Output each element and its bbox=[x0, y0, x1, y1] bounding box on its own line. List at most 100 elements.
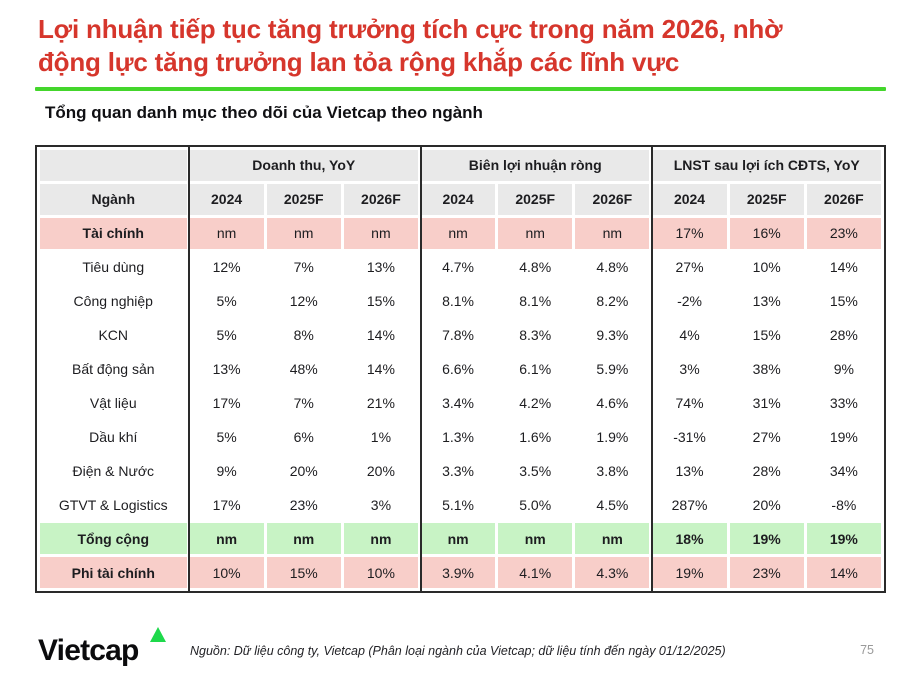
value-cell: nm bbox=[266, 523, 341, 555]
value-cell: 8.3% bbox=[519, 327, 552, 344]
value-cell: 14% bbox=[829, 259, 858, 276]
table-row: Tổng cộng nm nm nm nm nm nm 18% 19% 19% bbox=[40, 523, 881, 555]
value-cell: nm bbox=[420, 217, 496, 249]
value-cell: 13% bbox=[366, 259, 395, 276]
value-cell: 13% bbox=[212, 360, 241, 377]
value-cell: 12% bbox=[212, 259, 241, 276]
value-cell: 19% bbox=[652, 557, 727, 588]
value-cell: 20% bbox=[289, 462, 318, 479]
value-cell: 4.5% bbox=[596, 496, 629, 513]
value-cell: 8% bbox=[293, 327, 314, 344]
value-cell: 7% bbox=[293, 259, 314, 276]
value-cell: 19% bbox=[806, 523, 881, 555]
page-title: Lợi nhuận tiếp tục tăng trưởng tích cực … bbox=[38, 13, 903, 79]
value-cell: 4.8% bbox=[519, 259, 552, 276]
value-cell: 1.9% bbox=[596, 428, 629, 445]
value-cell: 1.3% bbox=[442, 428, 475, 445]
value-cell: 4.2% bbox=[519, 394, 552, 411]
column-group-divider bbox=[651, 147, 654, 591]
value-cell: 17% bbox=[652, 217, 727, 249]
value-cell: 23% bbox=[289, 496, 318, 513]
value-cell: 13% bbox=[752, 293, 781, 310]
table-row: Tài chính nm nm nm nm nm nm 17% 16% 23% bbox=[40, 217, 881, 249]
value-cell: 13% bbox=[675, 462, 704, 479]
value-cell: 5.0% bbox=[519, 496, 552, 513]
value-cell: 14% bbox=[806, 557, 881, 588]
table-row: Tiêu dùng 12% 7% 13% 4.7% 4.8% 4.8% 27% 10% 14% bbox=[40, 252, 881, 283]
page-number: 75 bbox=[860, 643, 874, 657]
value-cell: -31% bbox=[673, 428, 706, 445]
row-label: Tổng cộng bbox=[40, 523, 187, 555]
value-cell: 10% bbox=[189, 557, 264, 588]
value-cell: 10% bbox=[343, 557, 418, 588]
year-header-cell: 2026F bbox=[343, 183, 418, 215]
value-cell: 5.1% bbox=[442, 496, 475, 513]
value-cell: 5% bbox=[216, 293, 237, 310]
vietcap-logo-triangle-icon bbox=[150, 627, 166, 642]
value-cell: 3.8% bbox=[596, 462, 629, 479]
value-cell: 12% bbox=[289, 293, 318, 310]
row-label: Công nghiệp bbox=[73, 293, 153, 310]
sector-overview-table: Doanh thu, YoY Biên lợi nhuận ròng LNST sa… bbox=[35, 145, 886, 593]
year-header-cell: 2026F bbox=[806, 183, 881, 215]
value-cell: 8.1% bbox=[519, 293, 552, 310]
value-cell: 3% bbox=[370, 496, 392, 513]
value-cell: nm bbox=[498, 217, 573, 249]
value-cell: 27% bbox=[675, 259, 704, 276]
value-cell: 5% bbox=[216, 327, 237, 344]
value-cell: 3.4% bbox=[442, 394, 475, 411]
table-row: Phi tài chính 10% 15% 10% 3.9% 4.1% 4.3% 19% 23%… bbox=[40, 557, 881, 588]
value-cell: 5% bbox=[216, 428, 237, 445]
title-underline-accent bbox=[35, 87, 886, 91]
value-cell: 5.9% bbox=[596, 360, 629, 377]
table-row: Công nghiệp 5% 12% 15% 8.1% 8.1% 8.2% -2% 13% 15% bbox=[40, 286, 881, 317]
data-table: Doanh thu, YoY Biên lợi nhuận ròng LNST sa… bbox=[37, 147, 884, 591]
value-cell: 8.1% bbox=[442, 293, 475, 310]
value-cell: 14% bbox=[366, 327, 395, 344]
year-header-cell: 2024 bbox=[420, 183, 496, 215]
column-group-divider bbox=[419, 147, 422, 591]
value-cell: 4.7% bbox=[442, 259, 475, 276]
value-cell: -2% bbox=[677, 293, 702, 310]
row-label: Điện & Nước bbox=[72, 462, 155, 479]
value-cell: 15% bbox=[366, 293, 395, 310]
value-cell: 17% bbox=[212, 496, 241, 513]
value-cell: 14% bbox=[366, 360, 395, 377]
value-cell: 6.6% bbox=[442, 360, 475, 377]
value-cell: -8% bbox=[831, 496, 857, 513]
year-header-cell: 2025F bbox=[729, 183, 804, 215]
value-cell: 15% bbox=[266, 557, 341, 588]
year-header-cell: 2024 bbox=[189, 183, 264, 215]
value-cell: 27% bbox=[752, 428, 781, 445]
value-cell: 74% bbox=[675, 394, 704, 411]
value-cell: 7.8% bbox=[442, 327, 475, 344]
value-cell: 4.1% bbox=[498, 557, 573, 588]
value-cell: 9.3% bbox=[596, 327, 629, 344]
value-cell: 3% bbox=[679, 360, 700, 377]
value-cell: 28% bbox=[829, 327, 858, 344]
value-cell: nm bbox=[343, 217, 418, 249]
value-cell: 19% bbox=[829, 428, 858, 445]
value-cell: 33% bbox=[829, 394, 858, 411]
table-group-header-row: Doanh thu, YoY Biên lợi nhuận ròng LNST sa… bbox=[40, 150, 881, 181]
value-cell: 23% bbox=[729, 557, 804, 588]
row-label: GTVT & Logistics bbox=[58, 496, 168, 513]
value-cell: nm bbox=[343, 523, 418, 555]
row-label: Bất động sản bbox=[72, 360, 155, 377]
value-cell: 20% bbox=[752, 496, 781, 513]
value-cell: 18% bbox=[652, 523, 727, 555]
value-cell: 48% bbox=[289, 360, 318, 377]
table-row: Điện & Nước 9% 20% 20% 3.3% 3.5% 3.8% 13% 28% 34% bbox=[40, 455, 881, 486]
row-label: Dầu khí bbox=[89, 428, 138, 445]
value-cell: 4.6% bbox=[596, 394, 629, 411]
table-row: Dầu khí 5% 6% 1% 1.3% 1.6% 1.9% -31% 27% 19% bbox=[40, 421, 881, 452]
value-cell: 9% bbox=[216, 462, 237, 479]
value-cell: nm bbox=[266, 217, 341, 249]
table-year-header-row: Ngành 2024 2025F 2026F 2024 2025F 2026F 2024 202… bbox=[40, 183, 881, 215]
value-cell: 38% bbox=[752, 360, 781, 377]
row-header-label: Ngành bbox=[40, 183, 187, 215]
group-header-cell: Biên lợi nhuận ròng bbox=[420, 150, 650, 181]
value-cell: 10% bbox=[752, 259, 781, 276]
value-cell: 16% bbox=[729, 217, 804, 249]
value-cell: nm bbox=[575, 523, 650, 555]
